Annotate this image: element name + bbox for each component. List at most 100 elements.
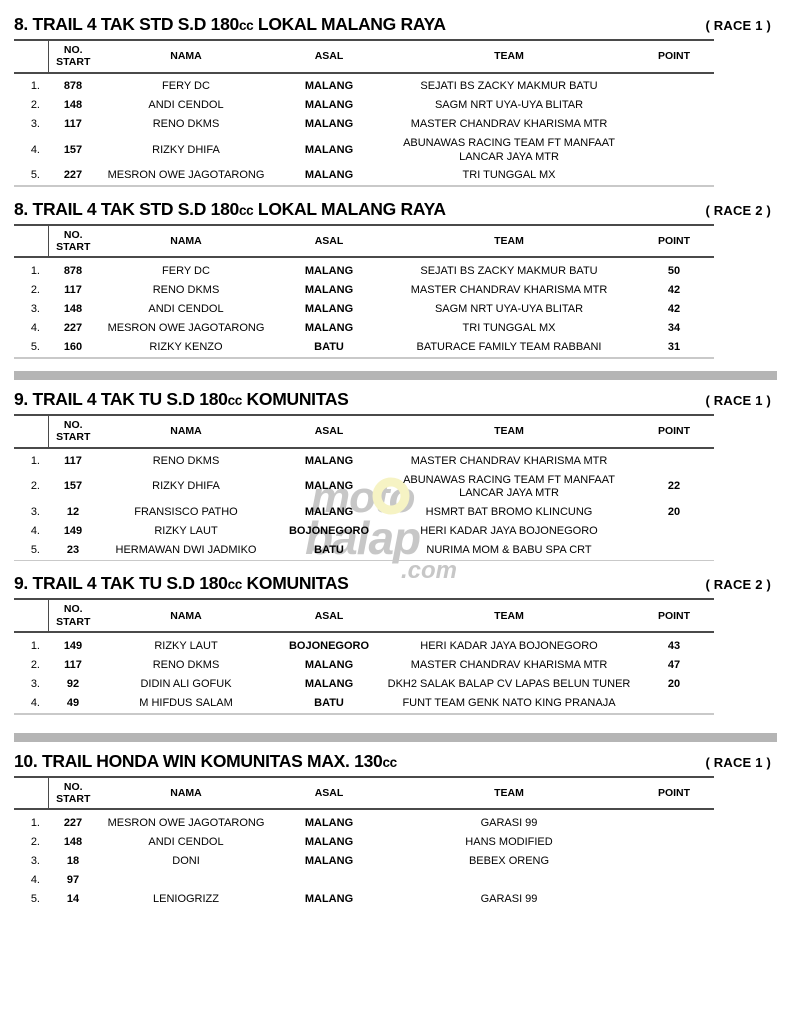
cell-rider-name: RIZKY LAUT <box>154 524 218 537</box>
column-header-team: TEAM <box>384 598 634 634</box>
table-row: 5. 14 LENIOGRIZZ MALANG GARASI 99 <box>14 890 714 909</box>
cell-start-number: 117 <box>64 658 82 671</box>
cell-team: ABUNAWAS RACING TEAM FT MANFAAT LANCAR J… <box>403 136 615 163</box>
cell-team: HERI KADAR JAYA BOJONEGORO <box>420 639 598 652</box>
cell-position: 1. <box>30 265 40 278</box>
cell-start-number: 14 <box>66 892 80 905</box>
column-header-team: TEAM <box>384 413 634 449</box>
table-row: 4. 149 RIZKY LAUT BOJONEGORO HERI KADAR JAYA… <box>14 522 714 541</box>
table-row: 5. 23 HERMAWAN DWI JADMIKO BATU NURIMA MOM &… <box>14 541 714 560</box>
column-header-nama: NAMA <box>98 598 274 634</box>
cell-position: 3. <box>30 303 40 316</box>
section-title-cc: cc <box>382 754 397 770</box>
cell-position: 3. <box>30 854 40 867</box>
cell-rider-name: RENO DKMS <box>152 658 220 671</box>
cell-point: 42 <box>667 284 681 297</box>
cell-origin: MALANG <box>304 455 354 468</box>
cell-position: 5. <box>30 341 40 354</box>
column-header-no-line1: NO. <box>63 780 83 793</box>
cell-position: 3. <box>30 505 40 518</box>
cell-point <box>634 833 714 852</box>
section-separator-bar <box>14 370 777 380</box>
cell-position: 4. <box>30 143 40 156</box>
cell-start-number: 227 <box>63 816 83 829</box>
cell-position: 4. <box>30 696 40 709</box>
table-row: 3. 117 RENO DKMS MALANG MASTER CHANDRAV KHAR… <box>14 116 714 135</box>
column-header-point: POINT <box>634 39 714 74</box>
cell-start-number: 49 <box>66 696 80 709</box>
section-header: 8. TRAIL 4 TAK STD S.D 180cc LOKAL MALAN… <box>14 14 777 39</box>
cell-start-number: 149 <box>63 639 83 652</box>
cell-start-number: 160 <box>63 341 83 354</box>
column-header-no-line2: START <box>56 615 91 628</box>
column-header-no-line2: START <box>56 56 91 69</box>
column-header-nama: NAMA <box>98 39 274 74</box>
cell-origin: MALANG <box>304 480 354 493</box>
cell-rider-name: RIZKY LAUT <box>154 639 218 652</box>
cell-point <box>634 809 714 833</box>
cell-rider-name: ANDI CENDOL <box>148 303 224 316</box>
table-row: 1. 117 RENO DKMS MALANG MASTER CHANDRAV KHAR… <box>14 448 714 472</box>
table-row: 3. 92 DIDIN ALI GOFUK MALANG DKH2 SALAK BALA… <box>14 675 714 694</box>
cell-origin: BATU <box>314 341 344 354</box>
cell-rider-name: MESRON OWE JAGOTARONG <box>107 816 265 829</box>
cell-position: 3. <box>30 677 40 690</box>
cell-origin: MALANG <box>304 892 354 905</box>
cell-team: MASTER CHANDRAV KHARISMA MTR <box>410 455 608 468</box>
table-row: 4. 49 M HIFDUS SALAM BATU FUNT TEAM GENK NAT… <box>14 694 714 713</box>
cell-point <box>634 890 714 909</box>
column-header-no-line2: START <box>56 431 91 444</box>
cell-rider-name: ANDI CENDOL <box>148 835 224 848</box>
section-separator-bar <box>14 732 777 742</box>
results-table: NO. START NAMA ASAL TEAM POINT 1. 149 RIZKY LAUT… <box>14 598 714 713</box>
cell-team: SAGM NRT UYA-UYA BLITAR <box>434 303 584 316</box>
column-header-team: TEAM <box>384 39 634 74</box>
column-header-nama: NAMA <box>98 223 274 259</box>
cell-team: BEBEX ORENG <box>468 854 550 867</box>
column-header-no-start: NO. START <box>48 413 98 449</box>
column-header-no-line2: START <box>56 792 91 805</box>
cell-point: 34 <box>667 322 681 335</box>
table-header-row: NO. START NAMA ASAL TEAM POINT <box>14 775 714 811</box>
cell-start-number: 148 <box>63 835 83 848</box>
table-row: 4. 157 RIZKY DHIFA MALANG ABUNAWAS RACING TE… <box>14 135 714 167</box>
cell-origin: MALANG <box>304 854 354 867</box>
column-header-nama: NAMA <box>98 775 274 811</box>
table-bottom-rule <box>14 185 714 187</box>
cell-position: 4. <box>30 322 40 335</box>
cell-point: 50 <box>667 265 681 278</box>
cell-origin: MALANG <box>304 265 354 278</box>
cell-start-number: 12 <box>66 505 80 518</box>
section-title-cc: cc <box>238 202 254 218</box>
cell-start-number: 227 <box>63 168 83 181</box>
cell-position: 1. <box>30 816 40 829</box>
column-header-no-line1: NO. <box>63 228 83 241</box>
cell-point: 47 <box>667 658 681 671</box>
cell-rider-name: RIZKY DHIFA <box>152 480 220 493</box>
cell-origin: MALANG <box>304 118 354 131</box>
column-header-no-line1: NO. <box>63 418 83 431</box>
cell-point: 22 <box>667 480 681 493</box>
cell-start-number: 92 <box>66 677 80 690</box>
table-bottom-rule <box>14 713 714 715</box>
table-row: 2. 117 RENO DKMS MALANG MASTER CHANDRAV KHAR… <box>14 656 714 675</box>
race-section: 10. TRAIL HONDA WIN KOMUNITAS MAX. 130cc… <box>14 732 777 910</box>
section-gap <box>14 187 777 199</box>
cell-origin: BOJONEGORO <box>288 639 370 652</box>
cell-rider-name: LENIOGRIZZ <box>152 892 219 905</box>
section-title: 8. TRAIL 4 TAK STD S.D 180cc LOKAL MALAN… <box>14 198 446 219</box>
cell-point <box>634 871 714 890</box>
cell-rider-name: RIZKY KENZO <box>149 341 223 354</box>
table-row: 3. 148 ANDI CENDOL MALANG SAGM NRT UYA-UYA B… <box>14 300 714 319</box>
column-header-point: POINT <box>634 413 714 449</box>
cell-rider-name: FRANSISCO PATHO <box>134 505 238 518</box>
table-header-row: NO. START NAMA ASAL TEAM POINT <box>14 223 714 259</box>
cell-start-number: 878 <box>63 265 83 278</box>
cell-position: 3. <box>30 118 40 131</box>
section-title: 8. TRAIL 4 TAK STD S.D 180cc LOKAL MALAN… <box>14 14 446 34</box>
section-title: 10. TRAIL HONDA WIN KOMUNITAS MAX. 130cc <box>14 750 397 771</box>
cell-team: DKH2 SALAK BALAP CV LAPAS BELUN TUNER <box>387 677 631 690</box>
column-header-position <box>14 39 49 74</box>
table-row: 1. 227 MESRON OWE JAGOTARONG MALANG GARASI 9… <box>14 809 714 833</box>
